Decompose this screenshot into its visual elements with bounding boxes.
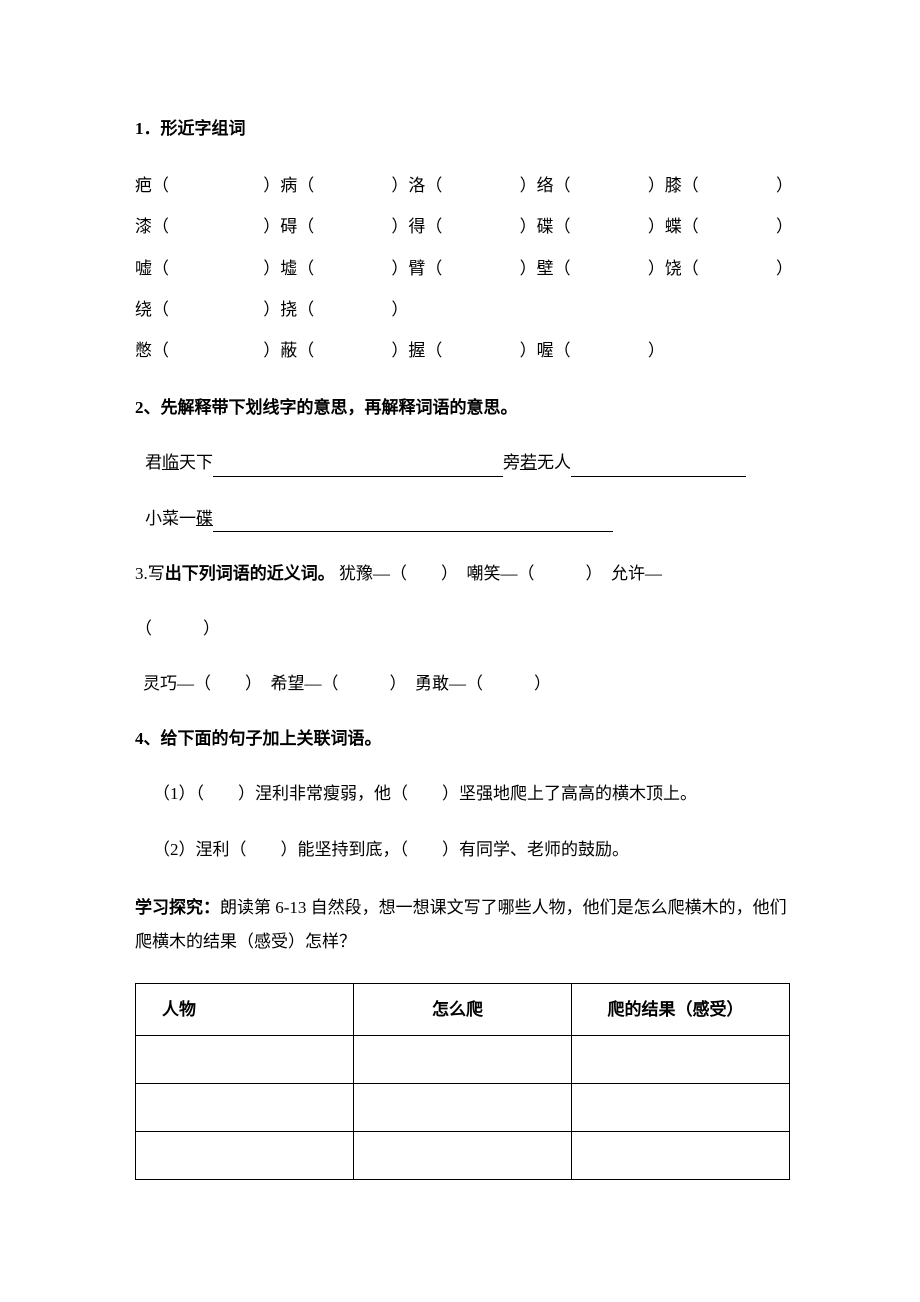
q2-word: 天下 bbox=[179, 453, 213, 472]
q2-line: 君临天下 旁若无人 bbox=[135, 449, 790, 476]
q1-cell[interactable]: ）碟（ bbox=[520, 213, 648, 240]
table-row bbox=[136, 1132, 790, 1180]
q2-line: 小菜一碟 bbox=[135, 505, 790, 532]
q1-row: 憋（ ）蔽（ ）握（ ）喔（ ） bbox=[135, 337, 790, 364]
q3-line: 3.写出下列词语的近义词。 犹豫—（ ） 嘲笑—（ ） 允许— bbox=[135, 560, 790, 587]
q4-title: 4、给下面的句子加上关联词语。 bbox=[135, 725, 790, 752]
q1-cell-end: ） bbox=[776, 172, 790, 199]
q3-cont[interactable]: （ ） bbox=[135, 615, 790, 642]
table-cell[interactable] bbox=[354, 1084, 572, 1132]
answer-blank[interactable] bbox=[213, 476, 503, 477]
table-row bbox=[136, 1084, 790, 1132]
study-text: 朗读第 6-13 自然段，想一想课文写了哪些人物，他们是怎么爬横木的，他们爬横木… bbox=[135, 898, 787, 951]
q2-title: 2、先解释带下划线字的意思，再解释词语的意思。 bbox=[135, 394, 790, 421]
table-row bbox=[136, 1036, 790, 1084]
q2-block: 2、先解释带下划线字的意思，再解释词语的意思。 君临天下 旁若无人 小菜一碟 bbox=[135, 394, 790, 532]
q1-cell: ） bbox=[648, 337, 776, 364]
answer-blank[interactable] bbox=[571, 476, 746, 477]
q3-title-bold: 出下列词语的近义词。 bbox=[165, 564, 335, 583]
q1-row: 绕（ ）挠（ ） bbox=[135, 296, 790, 323]
q1-cell[interactable]: 嘘（ bbox=[135, 255, 263, 282]
q2-underlined-char: 若 bbox=[520, 453, 537, 472]
q1-cell[interactable]: ）臂（ bbox=[391, 255, 519, 282]
q1-row: 疤（ ）病（ ）洛（ ）络（ ）膝（ ） bbox=[135, 172, 790, 199]
q1-cell[interactable]: ）洛（ bbox=[391, 172, 519, 199]
q1-cell[interactable]: 疤（ bbox=[135, 172, 263, 199]
q1-title: 1．形近字组词 bbox=[135, 115, 790, 142]
q1-cell[interactable]: ）膝（ bbox=[648, 172, 776, 199]
table-header-row: 人物 怎么爬 爬的结果（感受） bbox=[136, 983, 790, 1035]
q1-cell[interactable]: ）墟（ bbox=[263, 255, 391, 282]
q1-row: 嘘（ ）墟（ ）臂（ ）壁（ ）饶（ ） bbox=[135, 255, 790, 282]
q2-underlined-char: 碟 bbox=[196, 509, 213, 528]
q1-cell: ） bbox=[391, 296, 519, 323]
table-cell[interactable] bbox=[572, 1084, 790, 1132]
q1-cell[interactable]: ）壁（ bbox=[520, 255, 648, 282]
table-header: 怎么爬 bbox=[354, 983, 572, 1035]
q1-cell[interactable]: ）碍（ bbox=[263, 213, 391, 240]
q3-block: 3.写出下列词语的近义词。 犹豫—（ ） 嘲笑—（ ） 允许— （ ） 灵巧—（… bbox=[135, 560, 790, 698]
q3-line[interactable]: 灵巧—（ ） 希望—（ ） 勇敢—（ ） bbox=[135, 670, 790, 697]
q1-cell-end bbox=[776, 337, 790, 364]
q1-cell[interactable]: ）蔽（ bbox=[263, 337, 391, 364]
q1-cell[interactable]: ）蝶（ bbox=[648, 213, 776, 240]
q1-cell[interactable]: 憋（ bbox=[135, 337, 263, 364]
table-cell[interactable] bbox=[354, 1132, 572, 1180]
q2-word: 无人 bbox=[537, 453, 571, 472]
table-cell[interactable] bbox=[354, 1036, 572, 1084]
q1-cell-end: ） bbox=[776, 213, 790, 240]
q1-cell[interactable]: ）饶（ bbox=[648, 255, 776, 282]
q1-cell[interactable]: ）挠（ bbox=[263, 296, 391, 323]
q1-cell[interactable]: ）握（ bbox=[391, 337, 519, 364]
q4-block: 4、给下面的句子加上关联词语。 （1）（ ）涅利非常瘦弱，他（ ）坚强地爬上了高… bbox=[135, 725, 790, 863]
q2-word: 旁 bbox=[503, 453, 520, 472]
study-label: 学习探究： bbox=[135, 898, 220, 917]
q1-cell[interactable]: ）喔（ bbox=[520, 337, 648, 364]
q1-cell[interactable]: 漆（ bbox=[135, 213, 263, 240]
q4-item[interactable]: （2）涅利（ ）能坚持到底，（ ）有同学、老师的鼓励。 bbox=[135, 836, 790, 863]
table-cell[interactable] bbox=[136, 1036, 354, 1084]
q1-cell[interactable]: ）络（ bbox=[520, 172, 648, 199]
q1-cell bbox=[648, 296, 776, 323]
q2-underlined-char: 临 bbox=[162, 453, 179, 472]
q1-cell bbox=[520, 296, 648, 323]
table-header: 人物 bbox=[136, 983, 354, 1035]
table-cell[interactable] bbox=[136, 1132, 354, 1180]
table-cell[interactable] bbox=[572, 1036, 790, 1084]
table-cell[interactable] bbox=[136, 1084, 354, 1132]
q1-cell[interactable]: ）病（ bbox=[263, 172, 391, 199]
study-table: 人物 怎么爬 爬的结果（感受） bbox=[135, 983, 790, 1180]
q4-item[interactable]: （1）（ ）涅利非常瘦弱，他（ ）坚强地爬上了高高的横木顶上。 bbox=[135, 780, 790, 807]
q1-cell-end: ） bbox=[776, 255, 790, 282]
q1-cell-end bbox=[776, 296, 790, 323]
q2-word: 君 bbox=[145, 453, 162, 472]
q1-cell[interactable]: 绕（ bbox=[135, 296, 263, 323]
table-header: 爬的结果（感受） bbox=[572, 983, 790, 1035]
study-block: 学习探究：朗读第 6-13 自然段，想一想课文写了哪些人物，他们是怎么爬横木的，… bbox=[135, 891, 790, 959]
q2-word: 小菜一 bbox=[145, 509, 196, 528]
q3-prefix: 3.写 bbox=[135, 564, 165, 583]
q1-row: 漆（ ）碍（ ）得（ ）碟（ ）蝶（ ） bbox=[135, 213, 790, 240]
q3-items[interactable]: 犹豫—（ ） 嘲笑—（ ） 允许— bbox=[335, 564, 662, 583]
table-cell[interactable] bbox=[572, 1132, 790, 1180]
q1-cell[interactable]: ）得（ bbox=[391, 213, 519, 240]
answer-blank[interactable] bbox=[213, 531, 613, 532]
q1-grid: 疤（ ）病（ ）洛（ ）络（ ）膝（ ） 漆（ ）碍（ ）得（ ）碟（ ）蝶（ … bbox=[135, 172, 790, 364]
